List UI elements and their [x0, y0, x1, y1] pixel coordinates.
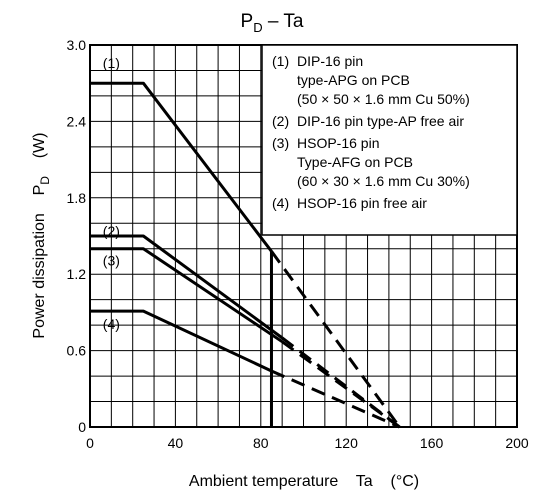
legend-text: HSOP-16 pin [297, 135, 379, 151]
y-tick-label: 0.6 [67, 343, 87, 359]
x-tick-label: 200 [505, 435, 529, 451]
series-line-dashed [281, 340, 401, 429]
series-line-solid [90, 247, 283, 343]
y-tick-label: 3.0 [67, 37, 87, 53]
legend-text: DIP-16 pin [297, 53, 363, 69]
y-tick-label: 1.8 [67, 190, 87, 206]
legend-text: type-APG on PCB [297, 72, 410, 88]
ticks: 0 40 80 120 160 200 0 0.6 1.2 1.8 2.4 3.0 [67, 37, 529, 451]
x-tick-label: 80 [253, 435, 269, 451]
series-label: (2) [103, 223, 120, 239]
series-line-dashed [270, 250, 401, 428]
series-label: (3) [103, 252, 120, 268]
y-axis-label: Power dissipation PD (W) [31, 119, 52, 361]
y-tick-label: 0 [78, 419, 86, 435]
x-tick-label: 160 [420, 435, 444, 451]
legend-box [261, 44, 518, 236]
series-line-solid [90, 81, 273, 253]
series-label: (4) [103, 316, 120, 332]
x-tick-label: 120 [335, 435, 359, 451]
y-tick-label: 2.4 [67, 113, 87, 129]
legend-number: (3) [272, 135, 289, 151]
series-line-solid [90, 234, 284, 340]
x-tick-label: 0 [86, 435, 94, 451]
legend-text: DIP-16 pin type-AP free air [297, 113, 464, 129]
series-line-solid [90, 309, 273, 373]
legend-number: (1) [272, 53, 289, 69]
chart-title: PD – Ta [241, 11, 304, 35]
series-line-dashed [270, 369, 401, 429]
legend-number: (2) [272, 113, 289, 129]
series-label: (1) [103, 55, 120, 71]
legend-number: (4) [272, 195, 289, 211]
series-group: (1) (2) (3) (4) [90, 55, 401, 429]
legend-text: (50 × 50 × 1.6 mm Cu 50%) [297, 91, 470, 107]
y-tick-label: 1.2 [67, 266, 87, 282]
legend-text: (60 × 30 × 1.6 mm Cu 30%) [297, 173, 470, 189]
x-tick-label: 40 [168, 435, 184, 451]
legend-text: Type-AFG on PCB [297, 154, 413, 170]
x-axis-label: Ambient temperature Ta (°C) [189, 473, 419, 490]
legend-text: HSOP-16 pin free air [297, 195, 427, 211]
legend: (1) DIP-16 pin type-APG on PCB (50 × 50 × 1… [261, 44, 518, 236]
